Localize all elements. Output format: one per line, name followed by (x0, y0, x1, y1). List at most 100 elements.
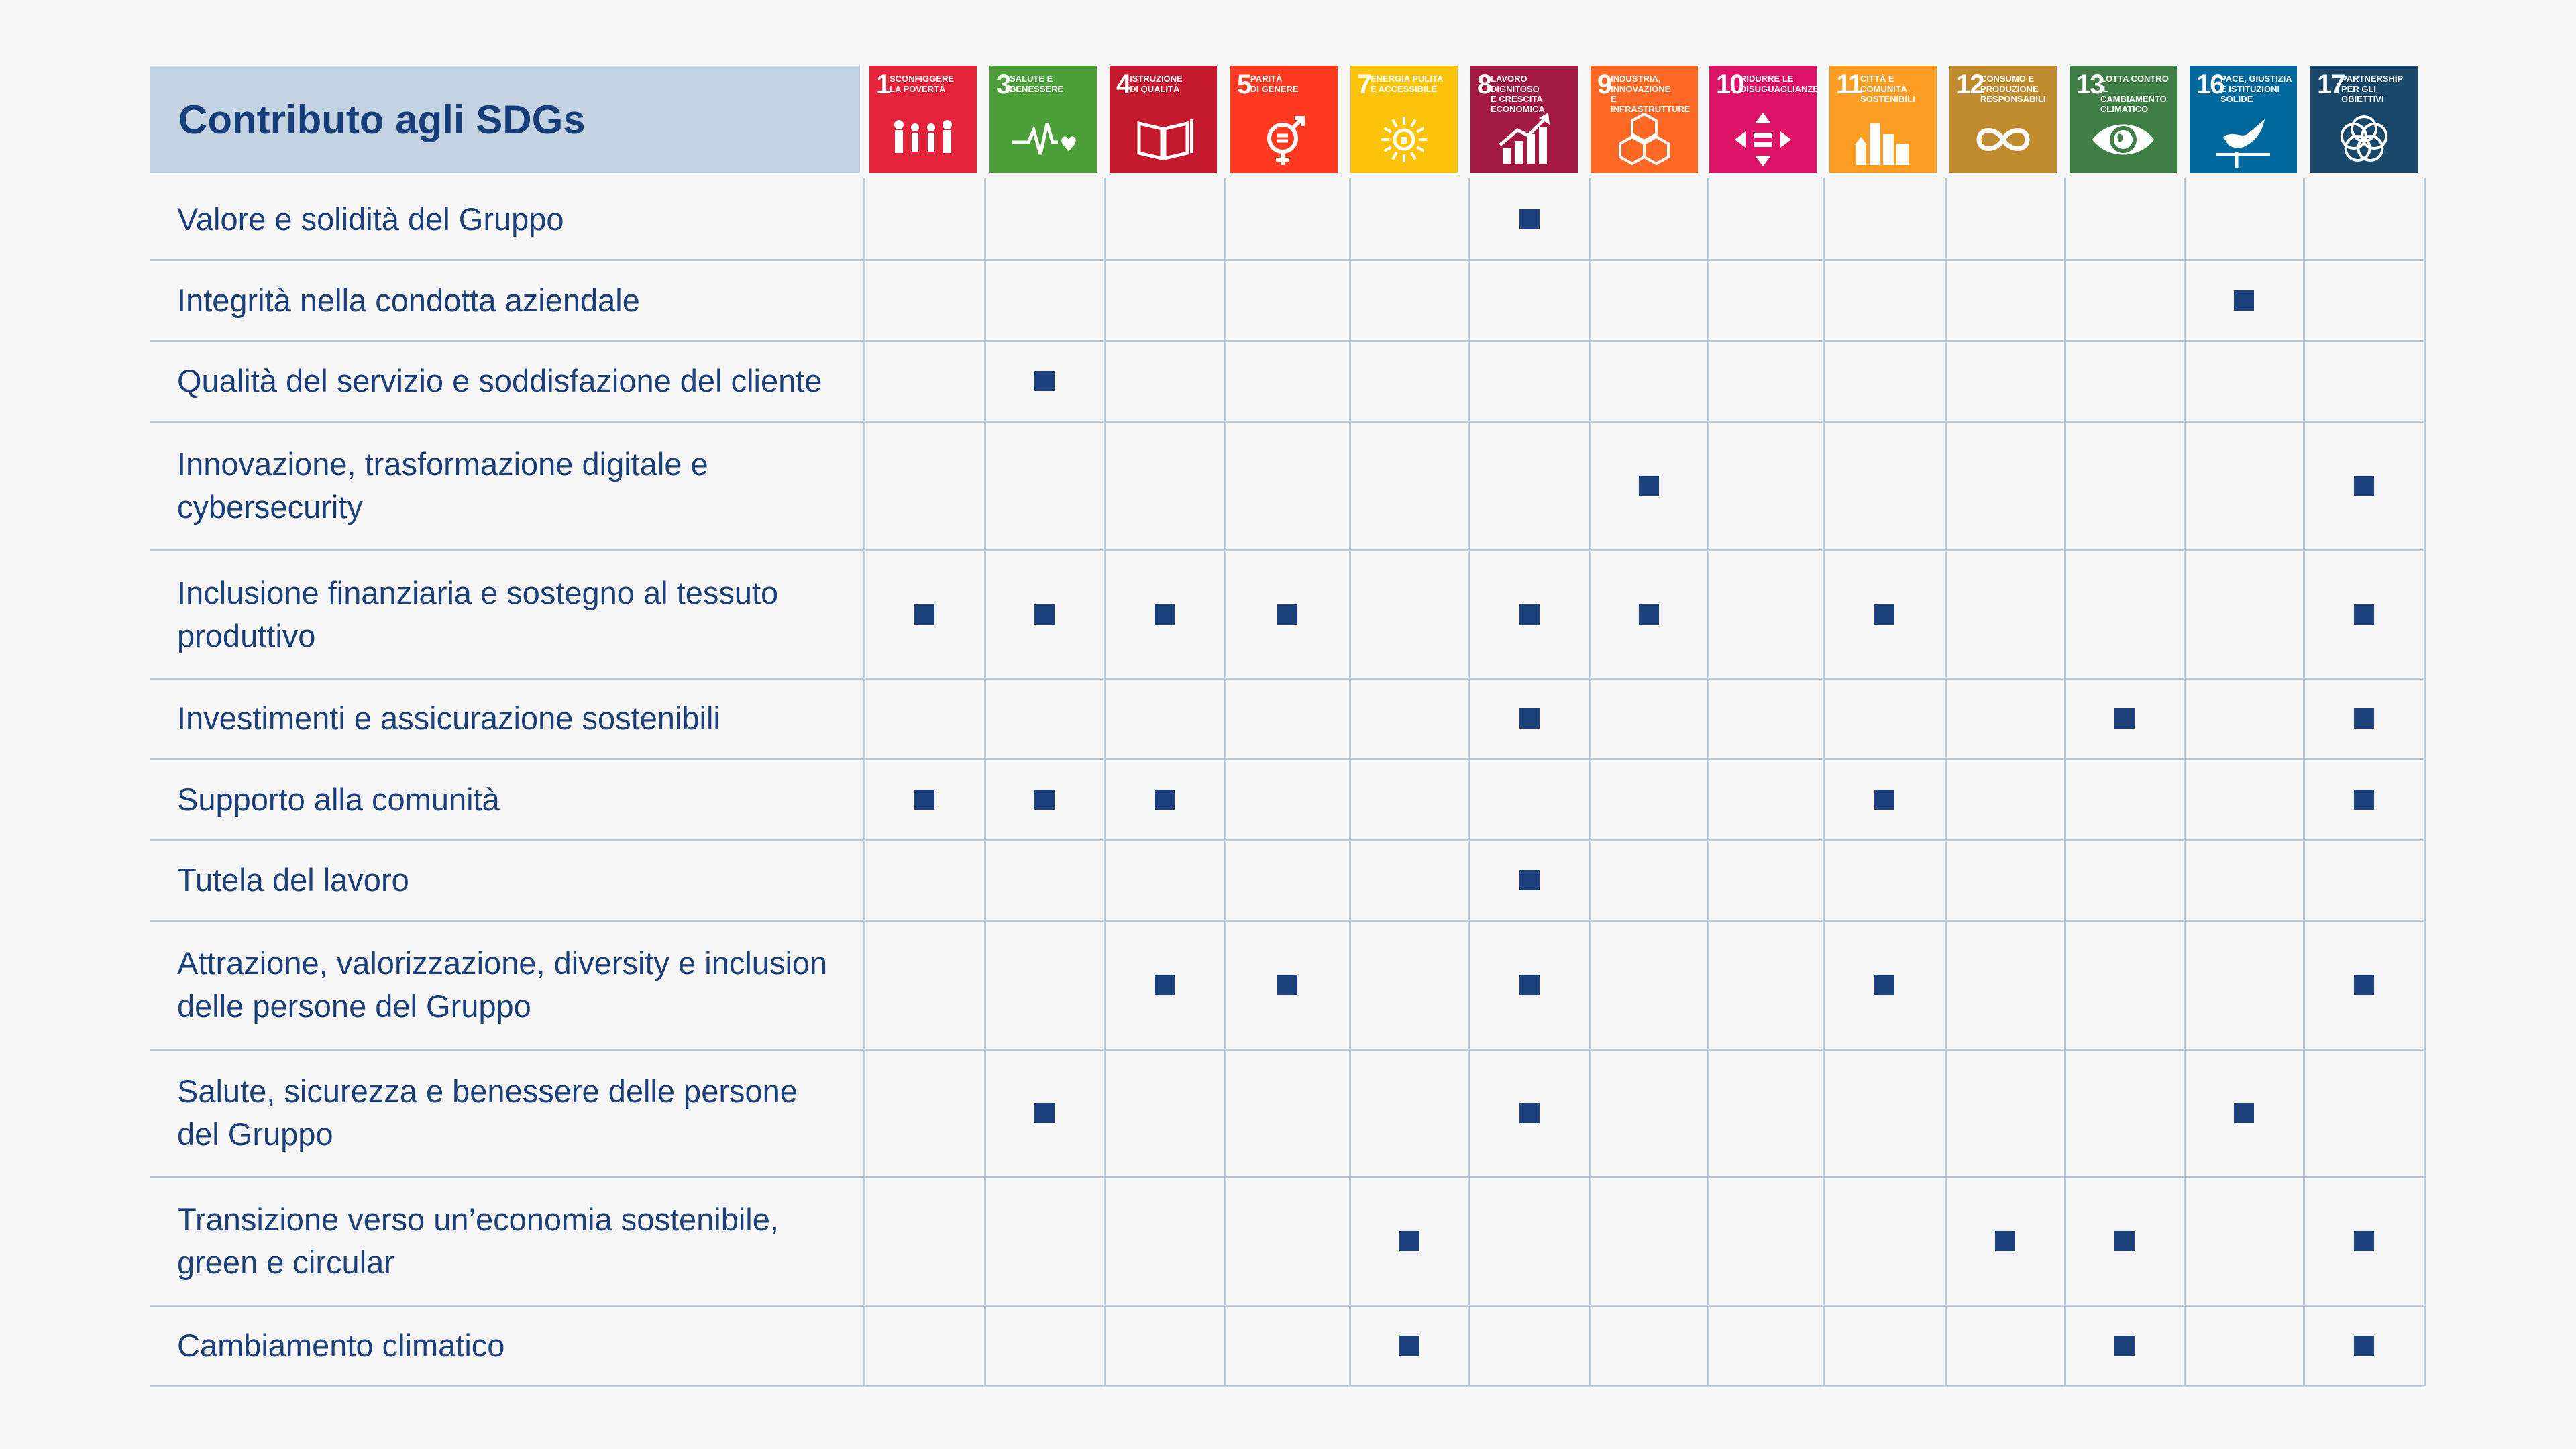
sdg-tile-7: 7 ENERGIA PULITA E ACCESSIBILE (1350, 66, 1458, 173)
cubes-icon (1619, 112, 1670, 166)
row-divider (150, 758, 2424, 760)
infinity-icon (1976, 128, 2030, 151)
sdg-tile-12: 12 CONSUMO E PRODUZIONE RESPONSABILI (1949, 66, 2057, 173)
column-divider (2303, 178, 2305, 1386)
contribution-mark-sdg-17 (2354, 789, 2374, 810)
sdg-tile-16: 16 PACE, GIUSTIZIA E ISTITUZIONI SOLIDE (2190, 66, 2297, 173)
sdg-number: 9 (1597, 70, 1612, 99)
rings-icon (2340, 115, 2388, 162)
contribution-mark-sdg-13 (2114, 1336, 2135, 1356)
contribution-mark-sdg-16 (2234, 290, 2254, 311)
sdg-tile-4: 4 ISTRUZIONE DI QUALITÀ (1110, 66, 1217, 173)
sdg-title: INDUSTRIA, INNOVAZIONE E INFRASTRUTTURE (1611, 74, 1690, 114)
sdg-number: 4 (1116, 70, 1131, 99)
row-label: Salute, sicurezza e benessere delle pers… (177, 1073, 798, 1152)
sdg-title: ENERGIA PULITA E ACCESSIBILE (1371, 74, 1444, 94)
sdg-number: 8 (1477, 70, 1492, 99)
contribution-mark-sdg-13 (2114, 1231, 2135, 1251)
row-divider (150, 839, 2424, 841)
contribution-mark-sdg-4 (1155, 789, 1175, 810)
row-label: Inclusione finanziaria e sostegno al tes… (177, 574, 779, 653)
contribution-mark-sdg-13 (2114, 708, 2135, 729)
table-header: Contributo agli SDGs (150, 66, 860, 173)
sdg-number: 5 (1237, 70, 1252, 99)
contribution-mark-sdg-17 (2354, 604, 2374, 625)
column-divider (2064, 178, 2066, 1386)
column-divider (1349, 178, 1351, 1386)
contribution-mark-sdg-7 (1399, 1336, 1419, 1356)
eye-globe-icon (2092, 124, 2154, 155)
sdg-number: 17 (2317, 70, 2345, 99)
contribution-mark-sdg-17 (2354, 1336, 2374, 1356)
row-label: Cambiamento climatico (177, 1328, 505, 1363)
row-label: Valore e solidità del Gruppo (177, 201, 564, 237)
page-title: Contributo agli SDGs (178, 97, 586, 142)
sdg-tile-1: 1 SCONFIGGERE LA POVERTÀ (869, 66, 977, 173)
column-divider (1468, 178, 1470, 1386)
sdg-number: 16 (2196, 70, 2224, 99)
sdg-number: 13 (2076, 70, 2104, 99)
row-divider (150, 340, 2424, 342)
contribution-mark-sdg-9 (1639, 476, 1659, 496)
sdg-number: 11 (1836, 70, 1863, 99)
row-divider (150, 1176, 2424, 1178)
contribution-mark-sdg-1 (914, 789, 934, 810)
row-divider (150, 421, 2424, 423)
sdg-title: CONSUMO E PRODUZIONE RESPONSABILI (1980, 74, 2046, 104)
sdg-title: SALUTE E BENESSERE (1010, 74, 1064, 94)
column-divider (1823, 178, 1825, 1386)
row-label: Attrazione, valorizzazione, diversity e … (177, 945, 828, 1024)
contribution-mark-sdg-3 (1034, 604, 1055, 625)
row-label: Tutela del lavoro (177, 862, 409, 898)
row-divider (150, 1305, 2424, 1307)
contribution-mark-sdg-5 (1277, 975, 1297, 995)
sdg-tile-13: 13 LOTTA CONTRO IL CAMBIAMENTO CLIMATICO (2070, 66, 2177, 173)
column-divider (984, 178, 986, 1386)
column-divider (1707, 178, 1709, 1386)
column-divider (863, 178, 865, 1386)
contribution-mark-sdg-3 (1034, 371, 1055, 391)
people-icon (894, 120, 952, 153)
sdg-tile-11: 11 CITTÀ E COMUNITÀ SOSTENIBILI (1829, 66, 1937, 173)
contribution-mark-sdg-12 (1995, 1231, 2015, 1251)
column-divider (1945, 178, 1947, 1386)
row-label: Innovazione, trasformazione digitale e c… (177, 446, 708, 525)
contribution-mark-sdg-8 (1519, 209, 1540, 229)
row-label: Qualità del servizio e soddisfazione del… (177, 363, 822, 398)
gender-icon (1267, 116, 1305, 165)
row-divider (150, 259, 2424, 261)
contribution-mark-sdg-7 (1399, 1231, 1419, 1251)
contribution-mark-sdg-17 (2354, 1231, 2374, 1251)
contribution-mark-sdg-8 (1519, 604, 1540, 625)
column-divider (1224, 178, 1226, 1386)
contribution-mark-sdg-11 (1874, 604, 1894, 625)
contribution-mark-sdg-8 (1519, 708, 1540, 729)
sdg-title: LOTTA CONTRO IL CAMBIAMENTO CLIMATICO (2100, 74, 2169, 114)
row-divider (150, 1049, 2424, 1051)
row-label: Supporto alla comunità (177, 781, 500, 817)
column-divider (2424, 178, 2426, 1386)
contribution-mark-sdg-17 (2354, 476, 2374, 496)
contribution-mark-sdg-17 (2354, 975, 2374, 995)
contribution-mark-sdg-11 (1874, 975, 1894, 995)
column-divider (2184, 178, 2186, 1386)
sdg-title: SCONFIGGERE LA POVERTÀ (890, 74, 955, 94)
row-divider (150, 1385, 2424, 1387)
sdg-number: 7 (1357, 70, 1372, 99)
contribution-mark-sdg-3 (1034, 789, 1055, 810)
contribution-mark-sdg-16 (2234, 1103, 2254, 1123)
row-label: Integrità nella condotta aziendale (177, 282, 640, 318)
row-label: Transizione verso un’economia sostenibil… (177, 1201, 779, 1280)
column-divider (1589, 178, 1591, 1386)
contribution-mark-sdg-11 (1874, 789, 1894, 810)
row-divider (150, 678, 2424, 680)
sdg-tile-8: 8 LAVORO DIGNITOSO E CRESCITA ECONOMICA (1470, 66, 1578, 173)
column-divider (1104, 178, 1106, 1386)
sdg-number: 3 (996, 70, 1011, 99)
sdg-tile-9: 9 INDUSTRIA, INNOVAZIONE E INFRASTRUTTURE (1591, 66, 1698, 173)
contribution-mark-sdg-4 (1155, 975, 1175, 995)
row-divider (150, 920, 2424, 922)
sdg-tile-10: 10 RIDURRE LE DISUGUAGLIANZE (1709, 66, 1817, 173)
sdg-tile-17: 17 PARTNERSHIP PER GLI OBIETTIVI (2310, 66, 2418, 173)
